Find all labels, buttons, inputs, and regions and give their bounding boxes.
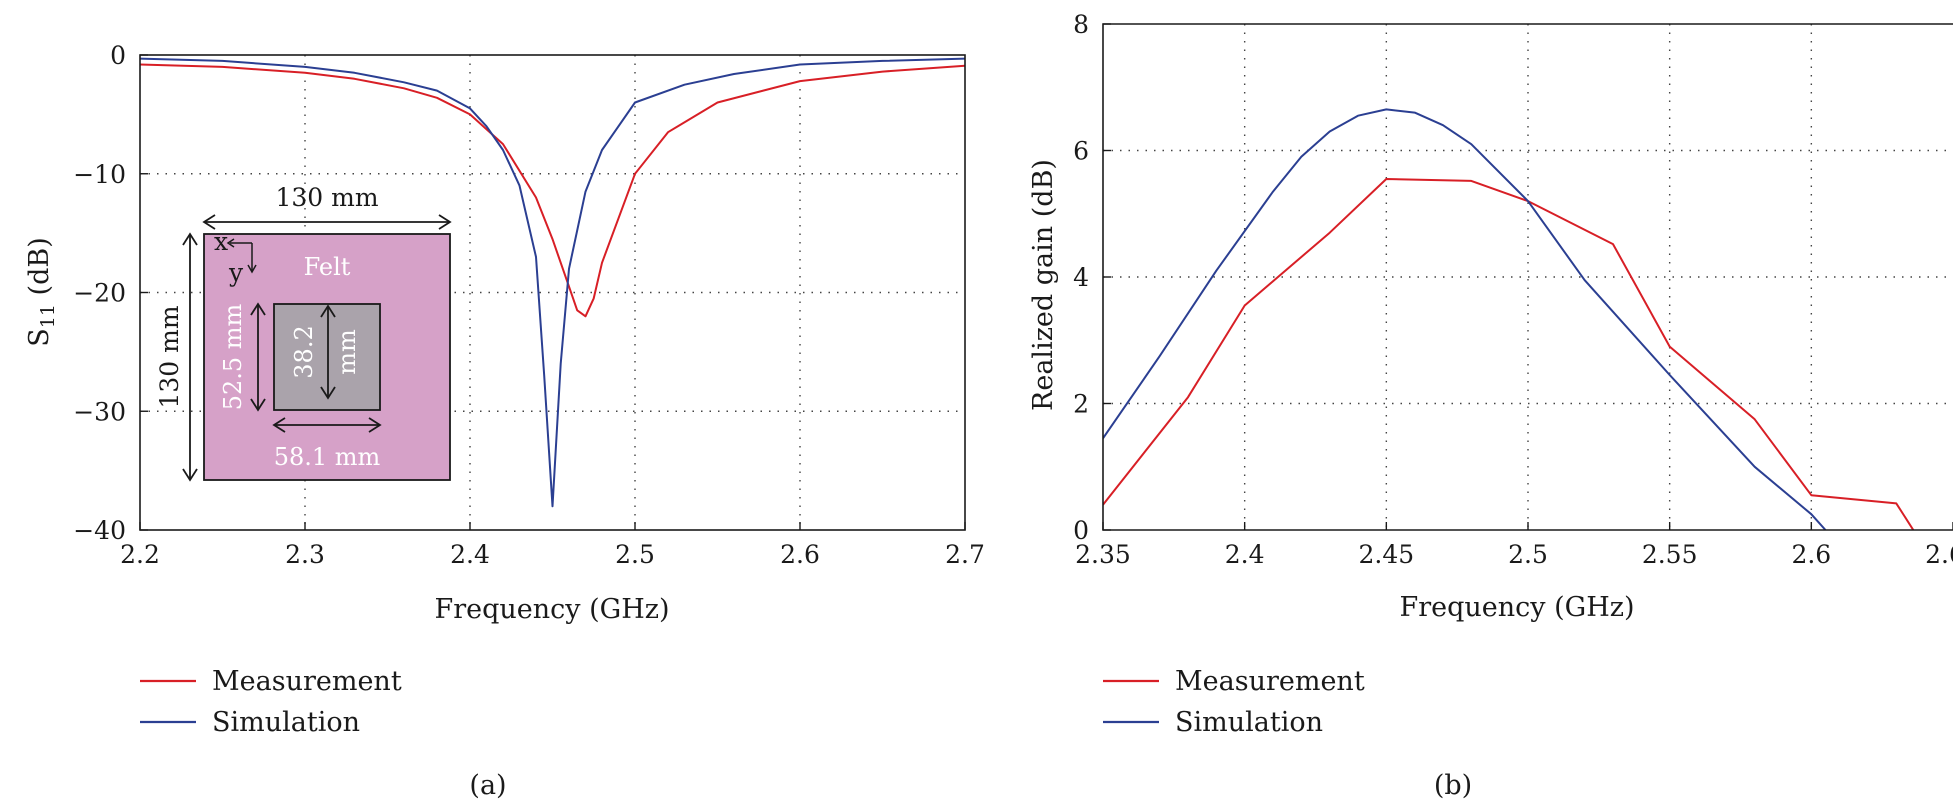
chart-a-y-axis-label-subscript: 11 <box>37 304 59 328</box>
inset-width-arrowhead-left <box>202 214 216 230</box>
chart-a-y-tick-label: −30 <box>73 397 126 426</box>
chart-b-panel-label: (b) <box>1434 770 1472 801</box>
chart-b-x-tick-label: 2.4 <box>1225 540 1265 569</box>
inset-x-axis-arrowhead <box>226 238 235 248</box>
inset-feed-length-arrowhead-bottom <box>320 386 336 400</box>
chart-b-y-tick-label: 2 <box>1073 390 1089 419</box>
chart-a-series-measurement-line <box>140 63 965 318</box>
chart-a-series <box>140 57 965 508</box>
chart-a-x-axis-label: Frequency (GHz) <box>434 594 669 625</box>
chart-a-y-tick-label: −40 <box>73 516 126 545</box>
chart-b-y-tick-label: 0 <box>1073 516 1089 545</box>
chart-a-y-tick-label: −20 <box>73 279 126 308</box>
chart-a-legend-measurement-label: Measurement <box>212 666 402 697</box>
inset-patch-width-label: 58.1 mm <box>274 443 381 471</box>
chart-a-y-tick-label: 0 <box>110 41 126 70</box>
inset-width-label: 130 mm <box>275 183 378 212</box>
chart-a-y-axis-label-main: S <box>24 328 55 347</box>
chart-b-x-tick-label: 2.35 <box>1075 540 1131 569</box>
inset-height-arrowhead-top <box>182 232 198 246</box>
chart-a-x-tick-label: 2.5 <box>615 540 655 569</box>
chart-b-y-tick-label: 4 <box>1073 263 1089 292</box>
inset-feed-length-arrowhead-top <box>320 304 336 318</box>
chart-b-series <box>1103 108 1915 530</box>
chart-b-series-simulation-line <box>1103 108 1827 530</box>
chart-b-x-tick-label: 2.6 <box>1791 540 1831 569</box>
inset-y-axis-label: y <box>228 258 244 287</box>
chart-a-panel-label: (a) <box>469 770 506 801</box>
chart-b-legend-simulation-label: Simulation <box>1175 707 1323 738</box>
antenna-inset-diagram: 130 mm 130 mm Felt x y 52.5 mm 38.2 mm <box>155 183 452 482</box>
chart-b-x-tick-label: 2.45 <box>1358 540 1414 569</box>
patch-element <box>273 303 381 411</box>
chart-b-realized-gain: 2.35 2.4 2.45 2.5 2.55 2.6 2.65 0 2 4 6 8 Frequency… <box>1028 10 1953 801</box>
chart-a-x-tick-label: 2.6 <box>780 540 820 569</box>
chart-b-x-axis-label: Frequency (GHz) <box>1399 592 1634 623</box>
chart-a-x-tick-label: 2.7 <box>945 540 985 569</box>
chart-a-series-simulation-line <box>140 57 965 508</box>
chart-a-s11: 2.2 2.3 2.4 2.5 2.6 2.7 0 −10 −20 −30 −40 Frequenc… <box>24 41 985 801</box>
inset-feed-length-label: 38.2 <box>290 325 318 378</box>
chart-b-legend: Measurement Simulation <box>1103 666 1365 738</box>
chart-b-x-tick-label: 2.65 <box>1925 540 1953 569</box>
chart-b-x-tick-label: 2.55 <box>1642 540 1698 569</box>
inset-patch-height-label: 52.5 mm <box>219 303 247 410</box>
chart-b-y-tick-label: 6 <box>1073 137 1089 166</box>
chart-a-y-axis-label-unit: (dB) <box>24 237 55 304</box>
chart-b-ticks: 2.35 2.4 2.45 2.5 2.55 2.6 2.65 0 2 4 6 8 <box>1073 10 1953 569</box>
chart-a-y-axis-label: S11 (dB) <box>24 237 59 346</box>
chart-a-legend-simulation-label: Simulation <box>212 707 360 738</box>
chart-b-gridlines <box>1103 24 1953 530</box>
inset-material-label: Felt <box>304 253 351 281</box>
inset-patch-width-arrowhead-right <box>368 417 382 433</box>
inset-patch-height-arrowhead-bottom <box>250 398 266 412</box>
chart-b-series-measurement-line <box>1103 178 1915 530</box>
inset-patch-width-arrowhead-left <box>272 417 286 433</box>
inset-feed-length-unit: mm <box>333 329 361 375</box>
chart-b-x-tick-label: 2.5 <box>1508 540 1548 569</box>
chart-b-y-tick-label: 8 <box>1073 10 1089 39</box>
inset-patch-height-arrowhead-top <box>250 302 266 316</box>
inset-height-label: 130 mm <box>155 305 184 408</box>
chart-a-x-tick-label: 2.4 <box>450 540 490 569</box>
inset-height-arrowhead-bottom <box>182 468 198 482</box>
chart-a-legend: Measurement Simulation <box>140 666 402 738</box>
inset-x-axis-label: x <box>214 227 228 256</box>
inset-y-axis-arrowhead <box>247 264 257 274</box>
chart-a-y-tick-label: −10 <box>73 160 126 189</box>
chart-b-legend-measurement-label: Measurement <box>1175 666 1365 697</box>
chart-a-x-tick-label: 2.3 <box>285 540 325 569</box>
chart-a-x-tick-label: 2.2 <box>120 540 160 569</box>
chart-b-y-axis-label: Realized gain (dB) <box>1028 159 1059 411</box>
inset-width-arrowhead-right <box>438 214 452 230</box>
chart-a-ticks: 2.2 2.3 2.4 2.5 2.6 2.7 0 −10 −20 −30 −40 <box>73 41 985 569</box>
